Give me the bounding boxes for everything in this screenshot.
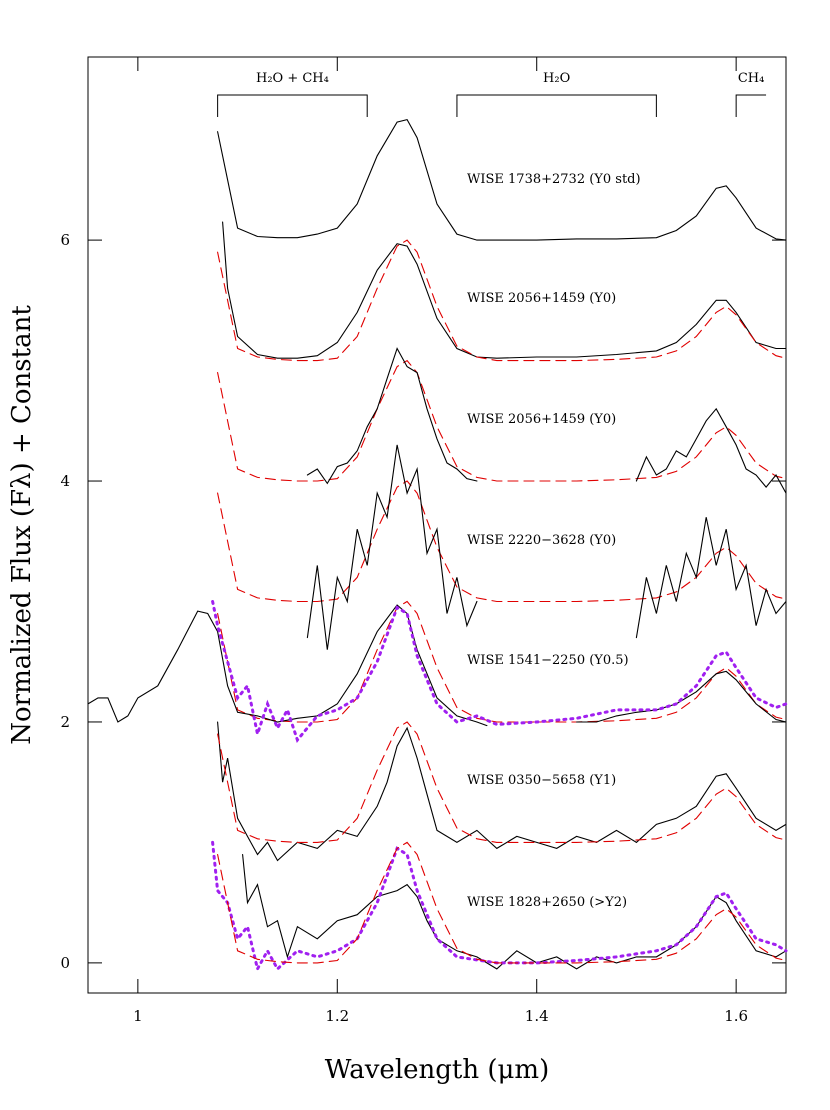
spectrum-line bbox=[217, 239, 787, 362]
x-tick-label: 1 bbox=[133, 1007, 143, 1025]
band-bracket bbox=[217, 94, 368, 117]
x-tick-label: 1.2 bbox=[325, 1007, 349, 1025]
y-tick-label: 0 bbox=[60, 954, 70, 972]
x-tick-label: 1.4 bbox=[525, 1007, 549, 1025]
spectrum-line bbox=[217, 721, 787, 862]
spectrum-line bbox=[211, 600, 788, 744]
band-label: H₂O + CH₄ bbox=[256, 71, 329, 86]
y-tick-label: 2 bbox=[60, 713, 70, 731]
band-bracket bbox=[456, 94, 657, 117]
spectrum-line bbox=[211, 840, 788, 974]
spectrum-label: WISE 2056+1459 (Y0) bbox=[467, 291, 616, 306]
spectrum-line bbox=[217, 118, 787, 241]
spectrum-line bbox=[306, 444, 787, 650]
spectrum-label: WISE 1738+2732 (Y0 std) bbox=[467, 172, 641, 187]
spectrum-line bbox=[217, 721, 787, 843]
spectrum-label: WISE 1541−2250 (Y0.5) bbox=[467, 653, 629, 668]
y-tick-label: 6 bbox=[60, 231, 70, 249]
spectrum-label: WISE 2220−3628 (Y0) bbox=[467, 533, 616, 548]
spectrum-line bbox=[87, 604, 787, 727]
spectrum-label: WISE 1828+2650 (>Y2) bbox=[467, 895, 627, 910]
y-axis-label: Normalized Flux (Fλ) + Constant bbox=[7, 305, 37, 745]
spectrum-line bbox=[217, 841, 787, 964]
spectrum-line bbox=[242, 853, 787, 970]
spectrum-line bbox=[222, 221, 787, 359]
plot-frame bbox=[87, 56, 787, 994]
spectrum-label: WISE 0350−5658 (Y1) bbox=[467, 773, 616, 788]
spectrum-line bbox=[306, 347, 787, 494]
spectrum-label: WISE 2056+1459 (Y0) bbox=[467, 412, 616, 427]
y-tick-label: 4 bbox=[60, 472, 70, 490]
spectrum-line bbox=[217, 359, 787, 482]
band-label: H₂O bbox=[543, 71, 570, 86]
band-label: CH₄ bbox=[738, 71, 765, 86]
band-bracket bbox=[735, 94, 767, 117]
x-tick-label: 1.6 bbox=[724, 1007, 748, 1025]
x-axis-label: Wavelength (μm) bbox=[325, 1055, 549, 1085]
